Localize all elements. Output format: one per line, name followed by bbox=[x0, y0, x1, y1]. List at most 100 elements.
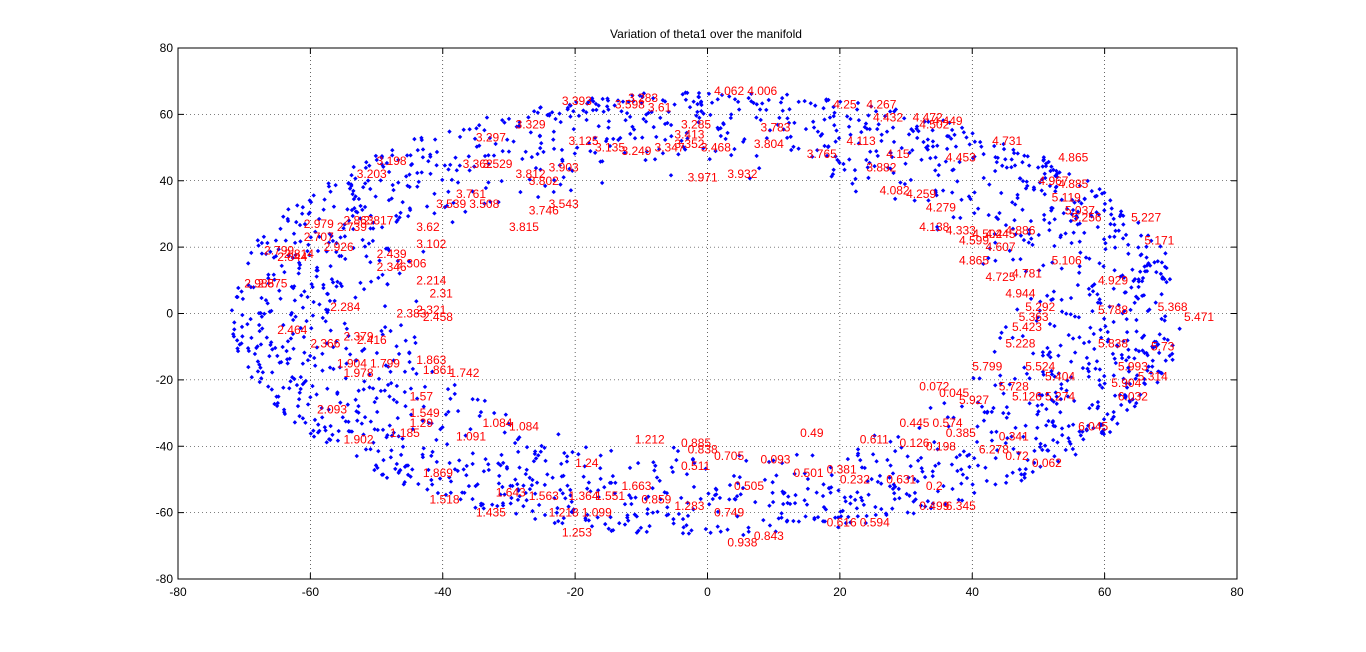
data-point bbox=[713, 148, 718, 154]
data-point bbox=[1126, 251, 1131, 256]
data-point bbox=[246, 348, 252, 354]
data-point bbox=[640, 135, 645, 140]
data-point bbox=[521, 483, 526, 488]
data-point bbox=[311, 428, 316, 433]
data-point bbox=[606, 119, 612, 124]
data-point bbox=[484, 115, 490, 120]
data-point bbox=[371, 220, 376, 225]
data-point bbox=[922, 119, 927, 124]
data-point bbox=[651, 124, 656, 130]
data-point bbox=[915, 458, 921, 463]
data-point bbox=[565, 483, 570, 488]
data-point bbox=[588, 489, 593, 494]
data-point bbox=[323, 307, 329, 312]
data-point bbox=[457, 163, 462, 168]
data-point bbox=[1164, 265, 1169, 271]
data-point bbox=[898, 180, 903, 185]
data-point bbox=[535, 110, 541, 115]
data-point bbox=[258, 342, 264, 347]
data-point bbox=[855, 490, 860, 495]
data-point bbox=[635, 460, 641, 466]
data-point bbox=[695, 101, 700, 107]
data-point bbox=[1107, 304, 1112, 309]
data-label: 3.815 bbox=[509, 220, 539, 234]
data-point bbox=[780, 108, 785, 113]
data-point bbox=[872, 433, 877, 438]
data-point bbox=[1136, 279, 1141, 284]
data-point bbox=[832, 110, 837, 115]
data-point bbox=[1073, 216, 1079, 221]
data-point bbox=[691, 484, 697, 490]
data-point bbox=[596, 103, 601, 108]
data-point bbox=[777, 115, 782, 121]
data-point bbox=[891, 482, 896, 487]
axis-ticks: -80 -60 -40 -20 0 20 40 60 80806040200-20-40-60-… bbox=[156, 41, 1244, 599]
data-point bbox=[1102, 381, 1107, 386]
data-label: 1.978 bbox=[343, 366, 373, 380]
data-point bbox=[718, 133, 724, 139]
data-point bbox=[320, 315, 325, 321]
data-point bbox=[393, 466, 398, 472]
data-point bbox=[1059, 386, 1064, 391]
data-point bbox=[370, 386, 376, 391]
data-point bbox=[396, 351, 402, 357]
data-point bbox=[331, 204, 337, 209]
data-point bbox=[943, 159, 949, 164]
data-point bbox=[953, 144, 959, 149]
data-point bbox=[255, 359, 261, 364]
data-point bbox=[385, 382, 391, 388]
data-point bbox=[249, 250, 254, 256]
data-point bbox=[551, 177, 557, 183]
data-point bbox=[1136, 245, 1141, 250]
data-point bbox=[432, 211, 437, 216]
data-point bbox=[847, 157, 852, 162]
data-point bbox=[858, 457, 863, 463]
data-point bbox=[1132, 300, 1137, 305]
data-label: 5.227 bbox=[1131, 210, 1161, 224]
data-point bbox=[908, 463, 913, 469]
data-point bbox=[1054, 394, 1059, 399]
data-point bbox=[1055, 459, 1061, 464]
data-label: 3.61 bbox=[648, 101, 672, 115]
data-point bbox=[1042, 217, 1047, 222]
data-point bbox=[784, 92, 790, 97]
data-point bbox=[415, 170, 420, 176]
data-point bbox=[496, 481, 502, 486]
data-point bbox=[929, 505, 934, 510]
data-point bbox=[231, 334, 237, 339]
data-point bbox=[1102, 201, 1108, 207]
data-point bbox=[861, 502, 867, 508]
data-point bbox=[415, 147, 420, 153]
data-point bbox=[410, 427, 415, 432]
data-point bbox=[285, 218, 291, 224]
data-point bbox=[390, 182, 395, 188]
data-point bbox=[729, 152, 734, 158]
data-point bbox=[293, 252, 298, 258]
data-point bbox=[662, 121, 668, 127]
data-point bbox=[781, 127, 786, 132]
data-point bbox=[949, 462, 955, 467]
data-label: 5.927 bbox=[959, 393, 989, 407]
data-point bbox=[660, 151, 666, 156]
data-point bbox=[443, 492, 449, 498]
data-point bbox=[981, 261, 986, 267]
data-point bbox=[747, 176, 752, 181]
data-label: 2.799 bbox=[264, 243, 294, 257]
data-point bbox=[850, 181, 855, 186]
data-point bbox=[897, 496, 902, 501]
data-point bbox=[644, 529, 649, 535]
data-label: 5.728 bbox=[999, 380, 1029, 394]
data-point bbox=[382, 324, 388, 330]
data-point bbox=[430, 449, 435, 455]
data-point bbox=[1022, 153, 1027, 158]
data-point bbox=[779, 460, 785, 466]
data-point bbox=[450, 219, 455, 225]
data-point bbox=[1079, 201, 1084, 206]
data-point bbox=[692, 460, 697, 466]
data-point bbox=[654, 134, 659, 140]
data-label: 5.126 bbox=[1012, 389, 1042, 403]
data-point bbox=[1111, 216, 1116, 222]
data-point bbox=[457, 134, 463, 140]
data-point bbox=[1043, 163, 1049, 169]
data-point bbox=[848, 132, 853, 137]
